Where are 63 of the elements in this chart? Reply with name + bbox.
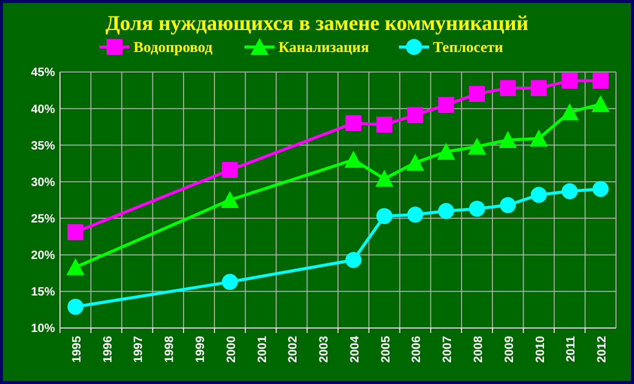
point (560, 103, 579, 120)
y-tick-label: 20% (30, 248, 56, 262)
x-tick-label: 2005 (378, 336, 392, 363)
x-tick-label: 1996 (100, 336, 114, 363)
x-tick-label: 2010 (532, 336, 547, 363)
point (500, 197, 516, 214)
point (67, 298, 84, 315)
y-tick-label: 15% (30, 284, 56, 299)
point (498, 131, 517, 148)
point (468, 138, 486, 155)
point (345, 252, 362, 268)
y-tick-label: 35% (30, 138, 56, 152)
x-tick-label: 2007 (440, 336, 454, 363)
x-tick-label: 1997 (131, 336, 146, 363)
x-tick-label: 2012 (594, 336, 609, 363)
point (437, 142, 456, 160)
x-tick-label: 2000 (224, 336, 238, 363)
point (500, 80, 516, 96)
x-tick-label: 2009 (502, 336, 516, 363)
point (345, 115, 362, 132)
point (222, 274, 238, 290)
x-tick-label: 2004 (347, 336, 362, 363)
point (407, 206, 424, 223)
point (344, 150, 362, 168)
point (222, 162, 238, 178)
point (407, 107, 424, 124)
point (406, 154, 424, 171)
point (592, 72, 609, 89)
x-tick-label: 2002 (286, 336, 300, 363)
x-tick-label: 2006 (409, 336, 424, 363)
x-tick-label: 2003 (316, 336, 331, 363)
y-tick-label: 40% (30, 102, 56, 116)
point (530, 186, 547, 203)
point (67, 224, 84, 240)
y-tick-label: 25% (30, 211, 56, 226)
point (592, 181, 609, 198)
x-tick-label: 1995 (69, 336, 84, 363)
legend-label: Канализация (278, 40, 369, 56)
point (376, 208, 392, 224)
point (562, 183, 578, 200)
point (592, 95, 610, 112)
point (438, 96, 454, 113)
legend-label: Водопровод (134, 40, 213, 56)
point (530, 80, 547, 96)
point (438, 202, 454, 219)
point (562, 72, 578, 89)
y-tick-label: 30% (30, 174, 56, 189)
point (469, 200, 485, 217)
point (530, 130, 548, 147)
legend-label: Теплосети (433, 40, 504, 56)
chart-title: Доля нуждающихся в замене коммуникаций (105, 11, 529, 35)
x-tick-label: 2001 (254, 336, 269, 363)
point (66, 258, 84, 276)
y-tick-label: 45% (30, 65, 56, 80)
x-tick-label: 1998 (162, 336, 176, 363)
point (220, 191, 239, 208)
y-tick-label: 10% (30, 321, 56, 336)
point (469, 86, 485, 102)
x-tick-label: 2008 (471, 336, 485, 363)
point (375, 170, 394, 187)
x-tick-label: 2011 (564, 336, 578, 362)
x-tick-label: 1999 (193, 336, 207, 363)
point (376, 116, 392, 133)
